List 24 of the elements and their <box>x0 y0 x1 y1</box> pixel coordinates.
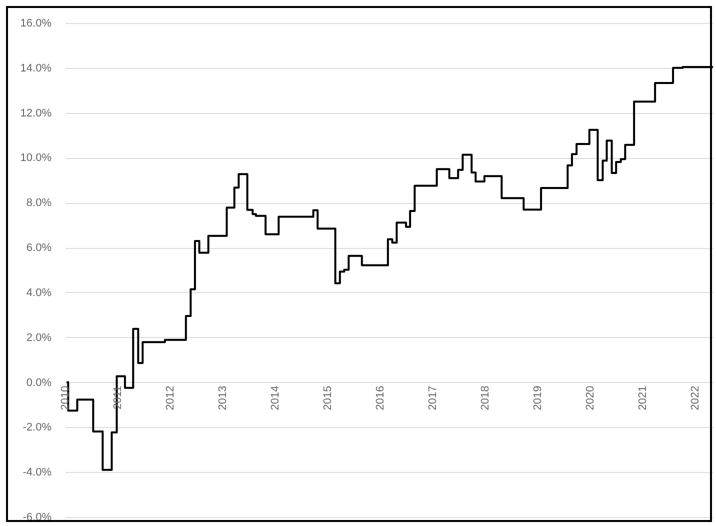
y-tick-label: 10.0% <box>20 152 52 164</box>
y-tick-label: 12.0% <box>20 107 52 120</box>
x-tick-label: 2014 <box>270 386 282 410</box>
y-tick-label: 4.0% <box>26 286 52 299</box>
y-tick-label: 6.0% <box>26 242 52 254</box>
y-tick-label: 0.0% <box>26 376 52 389</box>
x-tick-label: 2021 <box>637 386 650 410</box>
x-tick-label: 2017 <box>427 386 440 410</box>
x-tick-label: 2018 <box>480 386 492 410</box>
y-tick-label: 16.0% <box>20 18 52 30</box>
x-tick-label: 2019 <box>532 386 544 410</box>
x-tick-label: 2020 <box>584 386 597 410</box>
x-tick-label: 2012 <box>164 386 176 410</box>
y-tick-label: 2.0% <box>26 332 52 344</box>
y-tick-label: 8.0% <box>26 197 52 210</box>
x-tick-label: 2016 <box>374 386 387 410</box>
y-tick-label: 14.0% <box>20 62 52 74</box>
y-tick-label: -4.0% <box>22 466 52 479</box>
x-tick-label: 2013 <box>217 386 230 410</box>
y-tick-label: -2.0% <box>22 422 52 434</box>
x-tick-label: 2010 <box>60 386 72 410</box>
x-tick-label: 2015 <box>322 386 334 410</box>
x-tick-label: 2022 <box>690 386 702 410</box>
x-tick-label: 2011 <box>112 386 124 410</box>
